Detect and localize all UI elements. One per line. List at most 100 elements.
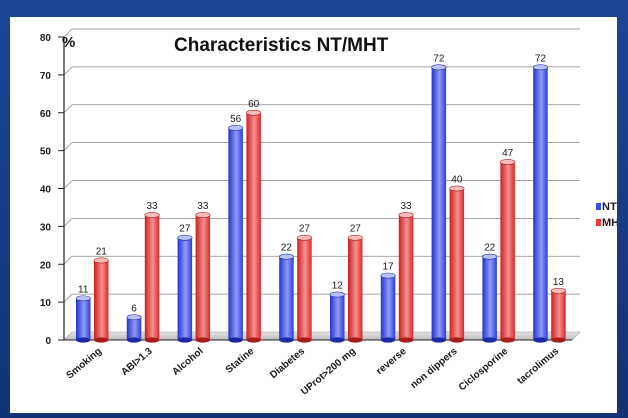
data-label: 40: [451, 175, 463, 186]
bar-body: [330, 294, 345, 340]
bar-body: [348, 237, 363, 340]
x-category-label: reverse: [374, 346, 409, 378]
bar-nt: [482, 253, 498, 343]
data-label: 22: [281, 243, 293, 254]
data-label: 11: [78, 284, 89, 295]
x-category-label: Smoking: [65, 346, 104, 382]
y-tick-label: 0: [45, 336, 51, 347]
bar-mht: [195, 212, 211, 343]
bar-nt: [228, 125, 244, 343]
data-label: 27: [299, 224, 311, 235]
bar-top: [75, 295, 91, 302]
gridline-side: [63, 142, 73, 151]
bar-nt: [75, 295, 91, 343]
bar-top: [144, 212, 160, 218]
bar-top: [380, 272, 396, 279]
bar-top: [482, 253, 498, 260]
bar-body: [380, 275, 396, 340]
bar-bottom: [228, 337, 243, 343]
x-category-label: Statine: [224, 346, 257, 376]
bar-top: [296, 234, 313, 241]
data-label: 27: [179, 224, 191, 235]
y-tick-label: 20: [40, 260, 52, 271]
bar-chart: 0 10 20 30 40 50 60 70 80 11 21 6 33 27 33 56 60 22 27 12 2…: [40, 28, 617, 398]
legend-label-nt: NT: [602, 201, 617, 213]
bar-bottom: [449, 337, 465, 343]
y-tick-label: 10: [40, 298, 52, 309]
data-label: 47: [502, 148, 514, 159]
bar-body: [126, 317, 142, 340]
bar-top: [398, 212, 414, 218]
bar-top: [228, 125, 244, 131]
data-label: 27: [350, 224, 362, 235]
bar-body: [449, 188, 465, 340]
legend: NT MHT: [596, 201, 617, 229]
y-tick-label: 60: [40, 109, 52, 120]
bar-bottom: [94, 337, 109, 343]
bar-body: [144, 215, 160, 340]
x-category-label: non dippers: [409, 346, 460, 391]
data-label: 21: [96, 246, 108, 257]
x-category-label: Alcohol: [170, 346, 205, 378]
bar-top: [431, 64, 447, 71]
bar-top: [126, 314, 142, 321]
bar-nt: [278, 253, 295, 343]
bar-body: [398, 215, 414, 340]
legend-swatch-mht: [596, 219, 601, 226]
y-tick-label: 30: [40, 222, 52, 233]
bar-nt: [380, 272, 396, 343]
bar-top: [550, 287, 567, 294]
category-labels: Smoking ABI>1.3 Alcohol Statine DiabetesUPro…: [65, 346, 562, 398]
y-tick-label: 70: [40, 71, 52, 82]
bar-top: [93, 257, 109, 264]
bar-top: [195, 212, 211, 218]
bar-mht: [93, 257, 109, 343]
y-tick-label: 50: [40, 147, 52, 158]
bar-bottom: [380, 337, 396, 343]
bar-top: [449, 185, 465, 192]
bar-body: [551, 290, 566, 340]
gridline-side: [63, 218, 73, 227]
x-category-label: Diabetes: [268, 346, 307, 382]
bar-top: [329, 291, 345, 298]
bar-top: [347, 234, 363, 241]
bar-top: [177, 234, 193, 241]
y-tick-label: 80: [40, 33, 52, 44]
bar-bottom: [195, 337, 211, 343]
data-label: 6: [131, 303, 137, 314]
legend-label-mht: MHT: [602, 217, 617, 229]
bar-body: [94, 260, 109, 340]
bar-bottom: [431, 337, 447, 343]
gridline-side: [63, 28, 73, 38]
y-axis-unit: %: [62, 34, 75, 51]
bar-mht: [296, 234, 313, 343]
gridline-side: [63, 255, 73, 265]
bar-nt: [329, 291, 345, 343]
bar-bottom: [330, 337, 345, 343]
bar-body: [431, 67, 447, 341]
bar-bottom: [297, 337, 312, 343]
bar-mht: [500, 159, 516, 343]
bar-nt: [126, 314, 142, 343]
bar-mht: [398, 212, 414, 343]
bar-body: [500, 161, 515, 340]
bar-top: [500, 159, 516, 165]
bar-nt: [177, 234, 193, 343]
x-category-label: Ciclosporine: [457, 346, 511, 394]
bar-bottom: [177, 337, 193, 343]
bar-bottom: [398, 337, 414, 343]
bar-body: [482, 256, 497, 340]
bar-bottom: [348, 337, 363, 343]
chart-panel: 0 10 20 30 40 50 60 70 80 11 21 6 33 27 33 56 60 22 27 12 2…: [10, 17, 617, 413]
data-label: 33: [146, 201, 158, 212]
y-tick-label: 40: [40, 185, 52, 196]
bar-bottom: [76, 337, 91, 343]
bar-mht: [246, 109, 262, 343]
bar-bottom: [144, 337, 160, 343]
bar-bottom: [246, 337, 261, 343]
bar-top: [246, 109, 262, 116]
data-label: 60: [248, 99, 260, 110]
bar-body: [533, 67, 548, 341]
bar-nt: [532, 64, 549, 343]
